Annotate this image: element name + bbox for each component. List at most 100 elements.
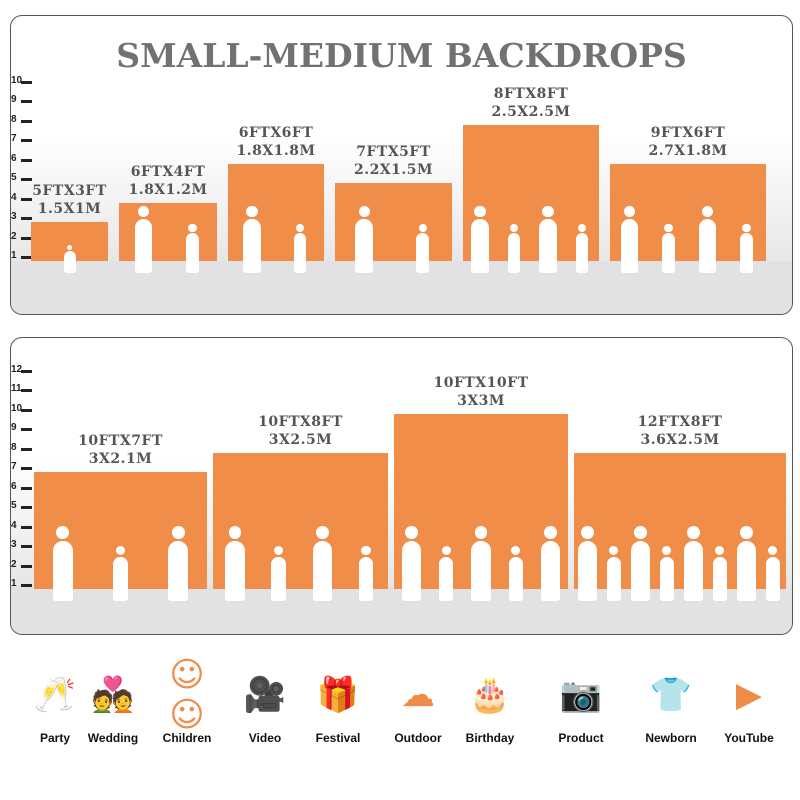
ruler-tick: 8 <box>11 441 32 453</box>
baby-onesie-icon: 👕 <box>649 675 693 715</box>
camera-icon: 📷 <box>559 675 603 715</box>
ruler-tick: 5 <box>11 172 32 183</box>
person-head <box>509 223 519 232</box>
size-label: 10FTX10FT 3X3M <box>381 374 581 410</box>
tick-mark <box>21 158 32 162</box>
size-label: 8FTX8FT 2.5X2.5M <box>431 85 631 121</box>
person-silhouette <box>355 219 374 273</box>
tick-mark <box>21 236 32 240</box>
use-label: Festival <box>315 731 361 745</box>
ruler-tick-label: 1 <box>11 250 17 261</box>
person-silhouette <box>471 219 489 273</box>
ruler-tick: 2 <box>11 231 32 242</box>
tick-mark <box>21 486 32 490</box>
person-head <box>577 223 587 232</box>
ruler-tick-label: 2 <box>11 558 17 570</box>
person-head <box>542 205 554 217</box>
person-head <box>623 205 636 217</box>
person-silhouette <box>540 541 561 601</box>
ruler-tick: 4 <box>11 191 32 203</box>
person-head <box>56 526 70 539</box>
person-silhouette <box>134 219 153 273</box>
ruler-tick: 2 <box>11 558 32 570</box>
use-youtube: ▶ YouTube <box>714 665 784 745</box>
size-m: 2.7X1.8M <box>648 142 728 159</box>
person-head <box>441 546 451 556</box>
size-ft: 10FTX10FT <box>433 374 529 391</box>
video-camera-icon: 🎥 <box>243 675 287 715</box>
wedding-couple-icon: 💑 <box>91 675 135 715</box>
use-wedding: 💑 Wedding <box>78 665 148 745</box>
use-newborn: 👕 Newborn <box>636 665 706 745</box>
tick-mark <box>21 564 32 568</box>
size-ft: 5FTX3FT <box>32 183 107 199</box>
use-label: Birthday <box>465 731 515 745</box>
size-ft: 10FTX8FT <box>258 413 343 430</box>
person-head <box>171 526 185 539</box>
tick-mark <box>21 369 32 373</box>
ruler-tick-label: 5 <box>11 172 17 183</box>
size-label: 10FTX8FT 3X2.5M <box>201 413 401 449</box>
tick-mark <box>21 389 32 392</box>
person-head <box>742 223 751 232</box>
person-head <box>273 546 284 556</box>
size-m: 3X3M <box>457 392 505 409</box>
person-head <box>768 546 778 556</box>
ruler-tick-label: 3 <box>11 211 17 222</box>
backdrop-bar <box>119 202 217 261</box>
ruler-tick-label: 8 <box>11 441 17 453</box>
person-head <box>739 526 753 539</box>
person-silhouette <box>63 250 76 273</box>
children-faces-icon: ☺☺ <box>169 655 205 735</box>
ruler-tick-label: 3 <box>11 539 17 550</box>
size-ft: 10FTX7FT <box>78 433 163 449</box>
person-silhouette <box>606 557 621 601</box>
ruler-tick: 12 <box>11 363 32 375</box>
person-silhouette <box>471 541 491 601</box>
person-silhouette <box>765 557 780 601</box>
backdrop-bar <box>335 183 452 261</box>
person-silhouette <box>271 557 286 601</box>
person-head <box>633 526 647 539</box>
person-head <box>361 546 371 556</box>
person-head <box>662 546 672 556</box>
size-m: 3X2.1M <box>88 451 153 467</box>
ruler-tick: 9 <box>11 94 32 105</box>
use-party: 🥂 Party <box>20 665 90 745</box>
ruler-tick-label: 4 <box>11 191 17 203</box>
person-silhouette <box>53 541 73 601</box>
ruler-tick-label: 8 <box>11 113 17 125</box>
person-head <box>67 245 72 250</box>
use-label: Newborn <box>645 731 697 745</box>
uses-row: 🥂 Party 💑 Wedding ☺☺ Children 🎥 Video 🎁 Festival ☁… <box>0 655 800 765</box>
person-head <box>544 526 557 539</box>
tick-mark <box>21 525 32 529</box>
use-label: Outdoor <box>394 731 442 745</box>
ruler-tick-label: 6 <box>11 152 17 164</box>
ruler-tick-label: 7 <box>11 133 17 144</box>
ruler-tick-label: 9 <box>11 94 17 105</box>
person-silhouette <box>358 557 374 601</box>
ruler-tick-label: 6 <box>11 480 17 492</box>
person-silhouette <box>736 541 756 601</box>
ruler-tick: 7 <box>11 462 32 472</box>
tick-mark <box>21 506 32 509</box>
ruler-tick: 6 <box>11 480 32 492</box>
tick-mark <box>21 584 32 587</box>
ruler-tick: 10 <box>11 403 32 414</box>
tick-mark <box>21 80 32 84</box>
person-head <box>474 526 488 539</box>
size-m: 1.8X1.8M <box>236 142 316 159</box>
size-ft: 8FTX8FT <box>493 85 569 102</box>
tick-mark <box>21 408 32 412</box>
ruler-tick: 3 <box>11 539 32 550</box>
ruler-tick-label: 12 <box>11 363 23 375</box>
person-head <box>418 223 427 232</box>
ruler-tick: 1 <box>11 579 32 589</box>
size-ft: 6FTX4FT <box>130 163 206 180</box>
tick-mark <box>21 256 32 259</box>
size-label: 6FTX6FT 1.8X1.8M <box>176 124 376 160</box>
ruler-tick: 8 <box>11 113 32 125</box>
ruler-tick-label: 5 <box>11 500 17 511</box>
size-m: 1.5X1M <box>37 201 102 217</box>
